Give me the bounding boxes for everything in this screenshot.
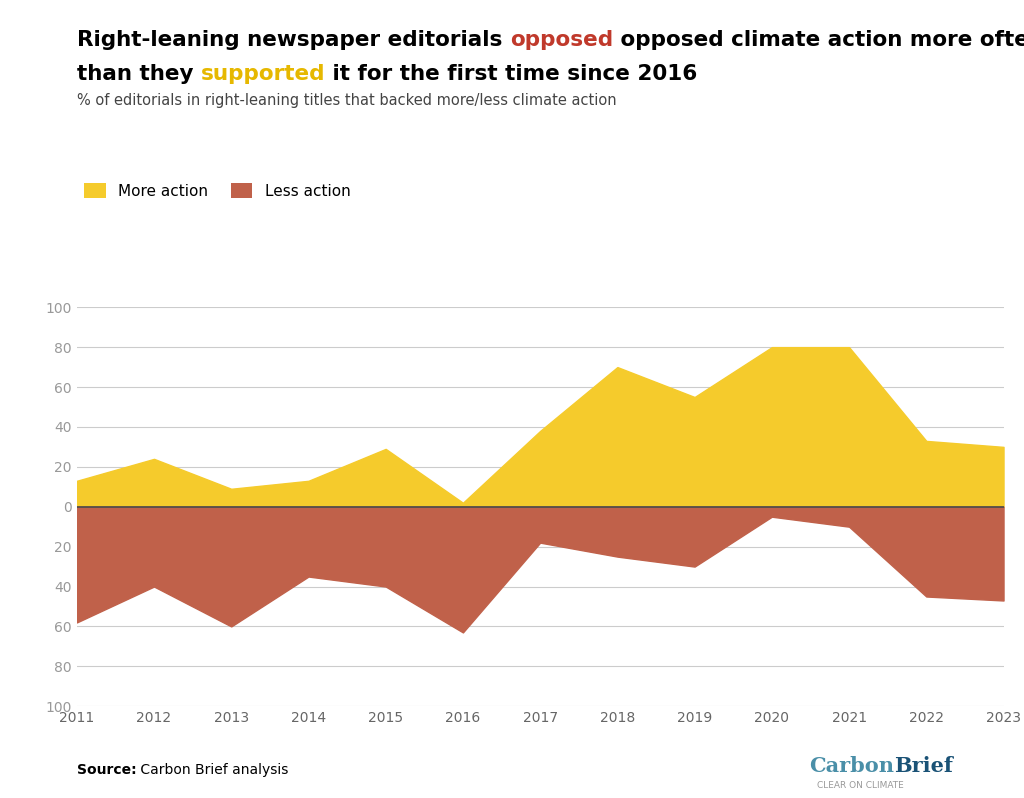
Text: Carbon Brief analysis: Carbon Brief analysis bbox=[136, 763, 289, 777]
Text: % of editorials in right-leaning titles that backed more/less climate action: % of editorials in right-leaning titles … bbox=[77, 93, 616, 109]
Text: CLEAR ON CLIMATE: CLEAR ON CLIMATE bbox=[817, 781, 904, 791]
Text: opposed climate action more often: opposed climate action more often bbox=[612, 30, 1024, 50]
Text: opposed: opposed bbox=[510, 30, 612, 50]
Text: supported: supported bbox=[201, 64, 326, 84]
Text: Carbon: Carbon bbox=[809, 757, 894, 776]
Text: it for the first time since 2016: it for the first time since 2016 bbox=[326, 64, 697, 84]
Legend: More action, Less action: More action, Less action bbox=[84, 184, 350, 199]
Text: Right-leaning newspaper editorials: Right-leaning newspaper editorials bbox=[77, 30, 510, 50]
Text: than they: than they bbox=[77, 64, 201, 84]
Text: Brief: Brief bbox=[894, 757, 953, 776]
Text: Source:: Source: bbox=[77, 763, 136, 777]
